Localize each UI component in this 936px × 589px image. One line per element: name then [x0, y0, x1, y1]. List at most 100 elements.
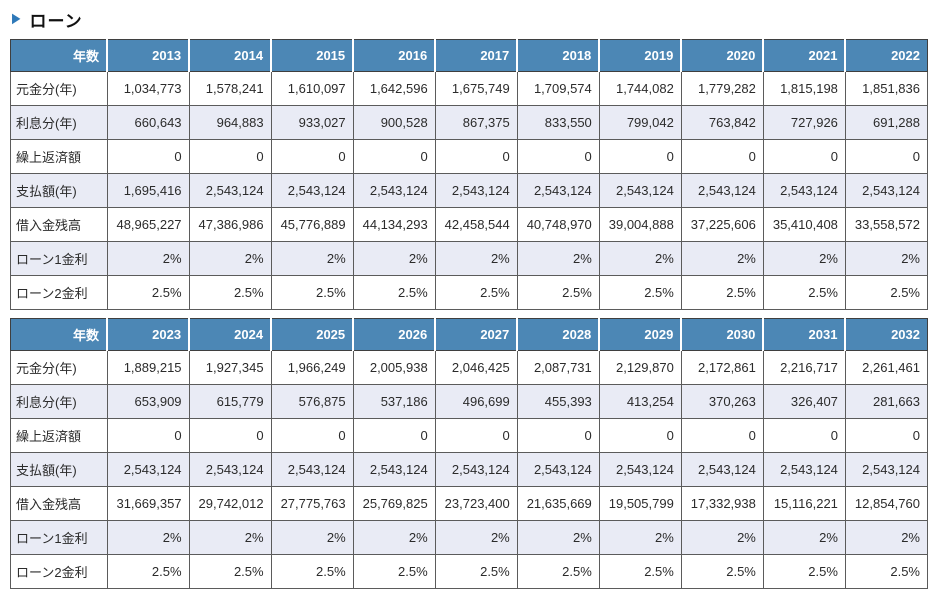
- value-cell: 1,642,596: [352, 71, 436, 106]
- value-cell: 2.5%: [270, 554, 354, 589]
- row-label-cell: ローン2金利: [10, 275, 108, 310]
- value-cell: 2.5%: [188, 554, 272, 589]
- value-cell: 39,004,888: [598, 207, 682, 242]
- value-cell: 2.5%: [844, 275, 929, 310]
- value-cell: 833,550: [516, 105, 600, 140]
- value-cell: 2%: [762, 241, 846, 276]
- value-cell: 0: [434, 418, 518, 453]
- value-cell: 964,883: [188, 105, 272, 140]
- value-cell: 867,375: [434, 105, 518, 140]
- value-cell: 48,965,227: [106, 207, 190, 242]
- value-cell: 2,543,124: [680, 173, 764, 208]
- value-cell: 2,543,124: [188, 452, 272, 487]
- year-header-cell: 2018: [516, 39, 600, 72]
- value-cell: 0: [762, 418, 846, 453]
- row-label-cell: 繰上返済額: [10, 139, 108, 174]
- value-cell: 2,543,124: [106, 452, 190, 487]
- table-row: 利息分(年) 653,909 615,779 576,875 537,186 496,69…: [10, 384, 929, 419]
- value-cell: 0: [762, 139, 846, 174]
- year-header-cell: 2013: [105, 39, 190, 72]
- year-header-cell: 2020: [680, 39, 764, 72]
- value-cell: 2%: [270, 520, 354, 555]
- year-header-cell: 2014: [188, 39, 272, 72]
- page-title-text: ローン: [29, 12, 83, 31]
- table-row: 借入金残高 31,669,357 29,742,012 27,775,763 25,76…: [10, 486, 929, 521]
- year-header-cell: 2023: [105, 318, 190, 351]
- value-cell: 2%: [434, 520, 518, 555]
- value-cell: 691,288: [844, 105, 929, 140]
- value-cell: 0: [516, 139, 600, 174]
- value-cell: 2.5%: [188, 275, 272, 310]
- value-cell: 2%: [516, 241, 600, 276]
- value-cell: 2%: [188, 241, 272, 276]
- year-header-cell: 2017: [434, 39, 518, 72]
- row-label-cell: ローン2金利: [10, 554, 108, 589]
- value-cell: 2,129,870: [598, 350, 682, 385]
- year-header-cell: 2022: [844, 39, 929, 72]
- page-title: ▶ ローン: [12, 7, 928, 32]
- loan-table-2023-2032: 年数 2023 2024 2025 2026 2027 2028 2029 2030 2031 20…: [10, 318, 929, 589]
- table-row: 元金分(年) 1,889,215 1,927,345 1,966,249 2,005,9…: [10, 350, 929, 385]
- value-cell: 799,042: [598, 105, 682, 140]
- value-cell: 2%: [680, 241, 764, 276]
- value-cell: 2,087,731: [516, 350, 600, 385]
- value-cell: 0: [598, 418, 682, 453]
- value-cell: 2.5%: [762, 554, 846, 589]
- table-row: ローン1金利 2% 2% 2% 2% 2% 2% 2% 2% 2% 2%: [10, 241, 929, 276]
- year-header-cell: 2026: [352, 318, 436, 351]
- row-label-cell: 元金分(年): [10, 71, 108, 106]
- row-label-cell: 借入金残高: [10, 207, 108, 242]
- value-cell: 2%: [598, 520, 682, 555]
- year-header-cell: 2016: [352, 39, 436, 72]
- year-header-cell: 2029: [598, 318, 682, 351]
- value-cell: 2,543,124: [844, 173, 929, 208]
- value-cell: 2.5%: [844, 554, 929, 589]
- value-cell: 2%: [762, 520, 846, 555]
- years-header-cell: 年数: [10, 318, 108, 351]
- value-cell: 2%: [434, 241, 518, 276]
- value-cell: 27,775,763: [270, 486, 354, 521]
- value-cell: 1,889,215: [106, 350, 190, 385]
- value-cell: 2%: [598, 241, 682, 276]
- table-row: 支払額(年) 2,543,124 2,543,124 2,543,124 2,543,1…: [10, 452, 929, 487]
- table-row: 借入金残高 48,965,227 47,386,986 45,776,889 44,13…: [10, 207, 929, 242]
- value-cell: 1,779,282: [680, 71, 764, 106]
- value-cell: 2%: [516, 520, 600, 555]
- value-cell: 2.5%: [352, 275, 436, 310]
- value-cell: 2,543,124: [434, 173, 518, 208]
- row-label-cell: 元金分(年): [10, 350, 108, 385]
- value-cell: 2%: [352, 520, 436, 555]
- value-cell: 33,558,572: [844, 207, 929, 242]
- value-cell: 19,505,799: [598, 486, 682, 521]
- value-cell: 537,186: [352, 384, 436, 419]
- value-cell: 326,407: [762, 384, 846, 419]
- year-header-cell: 2025: [270, 318, 354, 351]
- value-cell: 2.5%: [516, 275, 600, 310]
- value-cell: 21,635,669: [516, 486, 600, 521]
- value-cell: 40,748,970: [516, 207, 600, 242]
- value-cell: 2,005,938: [352, 350, 436, 385]
- table-row: ローン2金利 2.5% 2.5% 2.5% 2.5% 2.5% 2.5% 2.5% 2.5% 2.…: [10, 554, 929, 589]
- value-cell: 2,543,124: [516, 173, 600, 208]
- row-label-cell: 繰上返済額: [10, 418, 108, 453]
- table-row: ローン1金利 2% 2% 2% 2% 2% 2% 2% 2% 2% 2%: [10, 520, 929, 555]
- value-cell: 2,543,124: [844, 452, 929, 487]
- value-cell: 1,578,241: [188, 71, 272, 106]
- year-header-cell: 2024: [188, 318, 272, 351]
- loan-table-2013-2022: 年数 2013 2014 2015 2016 2017 2018 2019 2020 2021 20…: [10, 39, 929, 310]
- row-label-cell: 利息分(年): [10, 105, 108, 140]
- value-cell: 0: [352, 418, 436, 453]
- years-header-cell: 年数: [10, 39, 108, 72]
- section-marker-icon: ▶: [12, 11, 22, 27]
- value-cell: 23,723,400: [434, 486, 518, 521]
- value-cell: 1,034,773: [106, 71, 190, 106]
- value-cell: 2,543,124: [598, 173, 682, 208]
- value-cell: 727,926: [762, 105, 846, 140]
- value-cell: 660,643: [106, 105, 190, 140]
- value-cell: 370,263: [680, 384, 764, 419]
- value-cell: 1,851,836: [844, 71, 929, 106]
- value-cell: 2%: [270, 241, 354, 276]
- value-cell: 2.5%: [598, 554, 682, 589]
- value-cell: 37,225,606: [680, 207, 764, 242]
